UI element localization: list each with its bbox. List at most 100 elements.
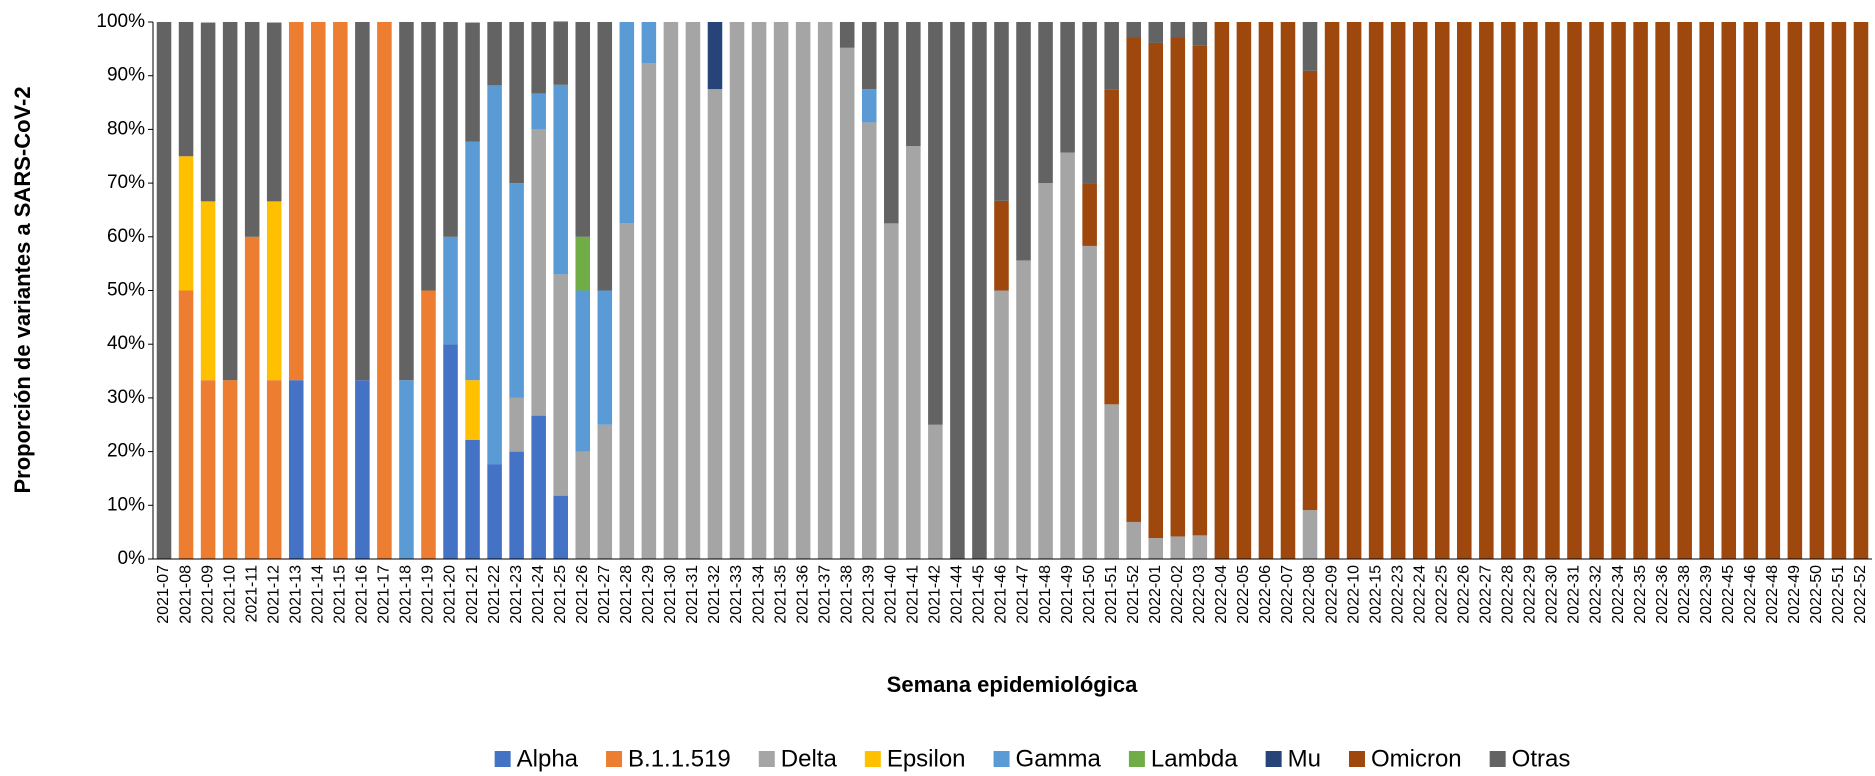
x-tick-label: 2022-32 bbox=[1588, 565, 1605, 624]
y-tick-label: 60% bbox=[107, 226, 145, 247]
legend-label: Otras bbox=[1512, 745, 1571, 772]
x-tick-label: 2022-09 bbox=[1323, 565, 1340, 624]
legend-swatch bbox=[993, 751, 1010, 767]
x-tick-label: 2022-03 bbox=[1191, 565, 1208, 624]
bar-segment bbox=[266, 380, 282, 559]
x-tick-label: 2022-38 bbox=[1676, 565, 1693, 624]
x-tick-label: 2021-46 bbox=[993, 565, 1010, 624]
x-tick-label: 2021-10 bbox=[221, 565, 238, 624]
bar-segment bbox=[178, 290, 194, 559]
bar-segment bbox=[1236, 22, 1252, 559]
bar-segment bbox=[1148, 22, 1164, 43]
bar-segment bbox=[443, 22, 458, 237]
x-tick-label: 2022-15 bbox=[1367, 565, 1384, 624]
bar-segment bbox=[399, 380, 414, 559]
bar-segment bbox=[1302, 510, 1318, 559]
bar-segment bbox=[773, 22, 789, 559]
legend-label: Lambda bbox=[1151, 745, 1238, 772]
bar-segment bbox=[575, 451, 591, 559]
bar-segment bbox=[156, 22, 172, 559]
x-tick-label: 2022-36 bbox=[1654, 565, 1671, 624]
x-tick-label: 2022-28 bbox=[1500, 565, 1517, 624]
bar-segment bbox=[884, 22, 899, 224]
bar-segment bbox=[1721, 22, 1737, 559]
bar-segment bbox=[795, 22, 811, 559]
bar-segment bbox=[509, 397, 524, 452]
bar-segment bbox=[222, 22, 238, 381]
x-tick-label: 2022-04 bbox=[1213, 565, 1230, 624]
bar-segment bbox=[1412, 22, 1428, 559]
x-tick-label: 2022-39 bbox=[1698, 565, 1715, 624]
x-tick-label: 2021-23 bbox=[508, 565, 525, 624]
bar-segment bbox=[487, 464, 502, 559]
bar-segment bbox=[575, 22, 591, 237]
x-tick-label: 2021-32 bbox=[706, 565, 723, 624]
x-tick-label: 2022-02 bbox=[1169, 565, 1186, 624]
bar-segment bbox=[994, 290, 1009, 559]
legend-label: Delta bbox=[781, 745, 838, 772]
bar-segment bbox=[1589, 22, 1604, 559]
bar-segment bbox=[1104, 22, 1119, 90]
x-tick-label: 2021-28 bbox=[618, 565, 635, 624]
bar-segment bbox=[1479, 22, 1494, 559]
x-tick-label: 2021-47 bbox=[1015, 565, 1032, 624]
bar-segment bbox=[839, 47, 855, 559]
bar-segment bbox=[839, 22, 855, 48]
x-tick-label: 2021-36 bbox=[794, 565, 811, 624]
bar-segment bbox=[817, 22, 833, 559]
bar-segment bbox=[1148, 42, 1164, 539]
bar-segment bbox=[1082, 183, 1097, 246]
x-tick-label: 2021-08 bbox=[177, 565, 194, 624]
bar-segment bbox=[178, 156, 194, 291]
bar-segment bbox=[244, 22, 260, 237]
bar-segment bbox=[1038, 183, 1053, 559]
bar-segment bbox=[707, 22, 723, 90]
x-tick-label: 2022-24 bbox=[1411, 565, 1428, 624]
y-tick-label: 70% bbox=[107, 172, 145, 193]
x-tick-label: 2021-48 bbox=[1037, 565, 1054, 624]
bar-segment bbox=[906, 146, 921, 559]
bar-segment bbox=[1038, 22, 1053, 184]
y-tick-label: 10% bbox=[107, 494, 145, 515]
bar-segment bbox=[884, 223, 899, 559]
bar-segment bbox=[663, 22, 679, 559]
y-tick-label: 50% bbox=[107, 280, 145, 301]
x-tick-label: 2021-11 bbox=[243, 565, 260, 623]
bar-segment bbox=[1523, 22, 1538, 559]
y-tick-label: 90% bbox=[107, 65, 145, 86]
bar-segment bbox=[266, 201, 282, 381]
bar-segment bbox=[200, 22, 216, 202]
bar-segment bbox=[509, 183, 524, 398]
y-axis-title: Proporción de variantes a SARS-CoV-2 bbox=[10, 86, 35, 493]
bar-segment bbox=[1346, 22, 1362, 559]
x-tick-label: 2022-27 bbox=[1478, 565, 1495, 624]
bar-segment bbox=[1170, 22, 1186, 38]
bar-segment bbox=[1104, 89, 1119, 405]
x-tick-label: 2021-30 bbox=[662, 565, 679, 624]
legend-label: Mu bbox=[1288, 745, 1321, 772]
bar-segment bbox=[553, 21, 568, 85]
x-tick-label: 2021-42 bbox=[927, 565, 944, 624]
x-tick-label: 2022-50 bbox=[1808, 565, 1825, 624]
bar-segment bbox=[487, 22, 502, 86]
bar-segment bbox=[1699, 22, 1714, 559]
x-tick-label: 2021-07 bbox=[155, 565, 172, 624]
bar-segment bbox=[1082, 22, 1097, 184]
x-tick-label: 2022-29 bbox=[1522, 565, 1539, 624]
legend-swatch bbox=[1265, 751, 1282, 767]
bar-segment bbox=[200, 380, 216, 559]
x-tick-label: 2021-18 bbox=[398, 565, 415, 624]
bar-segment bbox=[575, 290, 591, 452]
bar-segment bbox=[861, 89, 877, 123]
bar-segment bbox=[531, 93, 546, 130]
bar-segment bbox=[597, 22, 613, 291]
x-tick-label: 2021-33 bbox=[728, 565, 745, 624]
bar-segment bbox=[1060, 22, 1075, 153]
x-tick-label: 2021-19 bbox=[420, 565, 437, 624]
bar-segment bbox=[1126, 22, 1141, 38]
bar-segment bbox=[509, 22, 524, 184]
bar-segment bbox=[1611, 22, 1626, 559]
legend-swatch bbox=[1128, 751, 1145, 767]
bar-segment bbox=[355, 380, 370, 559]
bar-segment bbox=[244, 236, 260, 560]
